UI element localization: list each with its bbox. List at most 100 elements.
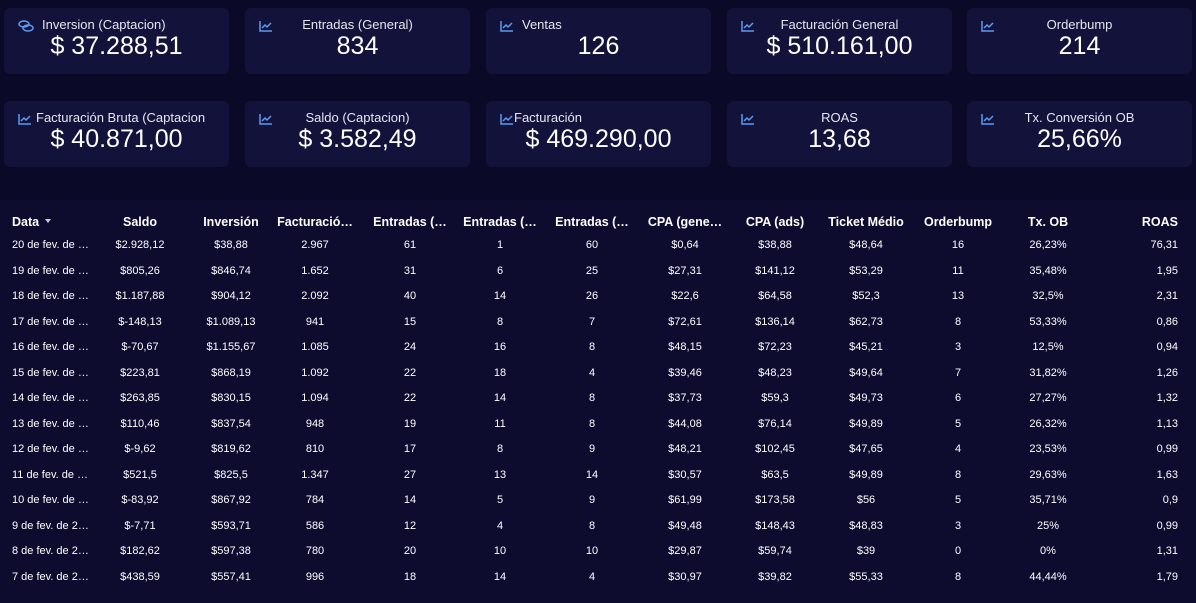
- table-cell: $39: [856, 545, 876, 557]
- table-cell: 16: [951, 239, 965, 251]
- table-cell: 8: [588, 417, 596, 430]
- card-value: 214: [1058, 32, 1101, 60]
- table-cell: 9: [588, 443, 596, 455]
- table-cell: 12: [403, 519, 417, 532]
- card-label: Saldo (Captacion): [305, 110, 410, 125]
- icon: [18, 20, 34, 32]
- table-cell: 31,82%: [1029, 366, 1067, 379]
- card-value: $ 40.871,00: [50, 125, 183, 153]
- column-header[interactable]: CPA (gene…: [647, 215, 723, 229]
- table-cell: $59,74: [758, 545, 792, 557]
- table-cell: 8: [496, 443, 504, 455]
- table-cell: 20 de fev. de …: [12, 239, 89, 251]
- table-cell: 0,99: [1156, 443, 1178, 455]
- table-cell: $263,85: [120, 392, 160, 404]
- table-cell: 18: [403, 570, 417, 583]
- column-header[interactable]: Ticket Médio: [828, 215, 904, 229]
- column-header[interactable]: Orderbump: [923, 215, 993, 229]
- table-cell: 4: [588, 570, 596, 583]
- column-header[interactable]: Saldo: [122, 215, 158, 229]
- table-cell: 0%: [1040, 545, 1056, 557]
- column-header[interactable]: Entradas (…: [463, 215, 537, 229]
- table-cell: $48,64: [849, 239, 883, 251]
- column-header[interactable]: Facturació…: [277, 215, 353, 229]
- table-cell: 5: [496, 494, 504, 506]
- column-header[interactable]: Entradas (…: [555, 215, 629, 229]
- table-cell: $521,5: [123, 468, 157, 481]
- kpi-card: Entradas (General) 834: [245, 8, 470, 74]
- table-cell: 4: [954, 443, 962, 455]
- table-cell: 16 de fev. de …: [12, 341, 89, 353]
- table-cell: $49,89: [849, 468, 883, 481]
- table-cell: $48,23: [758, 366, 792, 379]
- table-cell: 9: [588, 494, 596, 506]
- table-cell: 9 de fev. de 2…: [12, 519, 89, 532]
- table-cell: 14: [403, 494, 417, 506]
- card-label: Orderbump: [1046, 17, 1113, 32]
- column-header[interactable]: CPA (ads): [745, 215, 805, 229]
- table-cell: $72,23: [758, 341, 792, 353]
- table-cell: $-148,13: [118, 315, 162, 328]
- table-cell: $72,61: [668, 315, 702, 328]
- table-cell: 586: [305, 519, 325, 532]
- table-cell: 8: [954, 315, 962, 328]
- table-cell: 10: [585, 545, 599, 557]
- table-cell: $62,73: [849, 315, 883, 328]
- table-cell: 35,71%: [1029, 494, 1067, 506]
- table-cell: $867,92: [211, 494, 251, 506]
- table-cell: $29,87: [668, 545, 702, 557]
- table-cell: $136,14: [755, 315, 795, 328]
- table-cell: 12,5%: [1032, 341, 1064, 353]
- table-cell: $438,59: [120, 570, 160, 583]
- icon: [981, 21, 994, 32]
- kpi-card: Saldo (Captacion) $ 3.582,49: [245, 101, 470, 167]
- table-cell: 31: [403, 264, 417, 277]
- table-cell: 44,44%: [1029, 570, 1067, 583]
- table: Data Saldo Inversión Facturació… Entradas (……: [0, 200, 1196, 603]
- table-cell: 0,99: [1156, 519, 1178, 532]
- icon: [981, 114, 994, 125]
- column-header[interactable]: Tx. OB: [1027, 215, 1069, 229]
- kpi-card: Facturación Bruta (Captacion $ 40.871,00: [4, 101, 229, 167]
- table-cell: 8: [496, 315, 504, 328]
- icon: [259, 114, 272, 125]
- column-header[interactable]: Data: [12, 215, 40, 229]
- table-cell: 61: [403, 239, 417, 251]
- table-cell: 5: [954, 417, 962, 430]
- column-header[interactable]: ROAS: [1141, 215, 1178, 229]
- table-cell: 13: [493, 468, 507, 481]
- icon: [500, 21, 513, 32]
- table-cell: 14: [493, 570, 507, 583]
- column-header[interactable]: Inversión: [203, 215, 259, 229]
- table-cell: 22: [403, 392, 417, 404]
- table-cell: 1.347: [301, 468, 329, 481]
- table-cell: 8: [588, 341, 596, 353]
- table-cell: 12 de fev. de …: [12, 443, 89, 455]
- table-cell: 14: [493, 290, 507, 302]
- table-cell: $76,14: [758, 417, 792, 430]
- table-cell: $846,74: [211, 264, 251, 277]
- column-header[interactable]: Entradas (…: [373, 215, 447, 229]
- table-cell: 4: [588, 366, 596, 379]
- card-label: Inversion (Captacion): [42, 17, 166, 32]
- table-cell: $48,15: [668, 341, 702, 353]
- table-cell: 26,23%: [1029, 239, 1067, 251]
- sort-icon[interactable]: [45, 219, 51, 223]
- table-cell: 18: [493, 366, 507, 379]
- table-cell: $0,64: [671, 239, 699, 251]
- table-cell: 29,63%: [1029, 468, 1067, 481]
- table-cell: $173,58: [755, 494, 795, 506]
- table-cell: $49,73: [849, 392, 883, 404]
- table-cell: $22,6: [671, 290, 699, 302]
- table-cell: $27,31: [668, 264, 702, 277]
- card-value: $ 510.161,00: [766, 32, 913, 60]
- table-cell: $44,08: [668, 417, 702, 430]
- table-cell: 1.094: [301, 392, 329, 404]
- table-cell: $110,46: [120, 417, 160, 430]
- table-cell: 7: [954, 366, 962, 379]
- table-cell: $49,89: [849, 417, 883, 430]
- table-cell: $48,83: [849, 519, 883, 532]
- table-cell: $223,81: [120, 366, 160, 379]
- table-cell: $59,3: [761, 392, 789, 404]
- card-value: $ 469.290,00: [525, 125, 672, 153]
